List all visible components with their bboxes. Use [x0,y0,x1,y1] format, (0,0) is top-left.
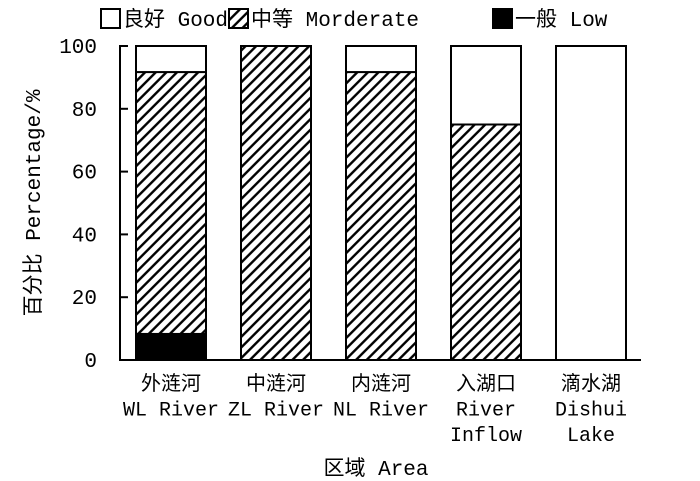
x-category-label: WL River [123,400,219,423]
x-category-label: NL River [333,400,429,423]
legend-label-good: 良好 Good [123,8,228,33]
x-category-label: Lake [567,425,615,448]
y-tick-label: 80 [72,100,97,123]
legend: 良好 Good 中等 Morderate 一般 Low [100,8,608,33]
x-category-label: ZL River [228,400,324,423]
bar-good-dishui-lake [555,45,627,361]
bar-morderate-river-inflow [450,123,522,361]
bar-morderate-wl-river [135,71,207,335]
y-tick-label: 40 [72,225,97,248]
legend-swatch-low [492,8,513,29]
bars [135,45,627,361]
bar-morderate-zl-river [240,45,312,361]
legend-label-low: 一般 Low [515,8,608,33]
x-category-label: 内涟河 [351,372,411,397]
x-category-label: Dishui [555,400,627,423]
legend-swatch-morderate [228,8,249,29]
y-tick-label: 60 [72,163,97,186]
legend-swatch-good [100,8,121,29]
x-category-label: 入湖口 [456,372,516,397]
x-axis-title: 区域 Area [323,457,428,481]
y-axis-title: 百分比 Percentage/% [22,89,47,316]
y-tick-label: 100 [59,37,97,60]
x-category-label: River [456,400,516,423]
x-category-label: 滴水湖 [561,372,621,397]
x-category-label: 外涟河 [141,372,201,397]
y-tick-label: 0 [84,351,97,374]
y-ticks: 0 20 40 60 80 100 [59,37,128,374]
legend-label-morderate: 中等 Morderate [251,8,419,33]
bar-morderate-nl-river [345,71,417,361]
x-category-label: Inflow [450,425,522,448]
x-category-labels: 外涟河 WL River 中涟河 ZL River 内涟河 NL River 入湖口 Rive… [123,372,627,448]
x-category-label: 中涟河 [246,372,306,397]
bar-good-wl-river [135,45,207,74]
bar-good-river-inflow [450,45,522,126]
bar-good-nl-river [345,45,417,74]
y-tick-label: 20 [72,288,97,311]
bar-low-wl-river [135,332,207,361]
axes [119,45,641,361]
